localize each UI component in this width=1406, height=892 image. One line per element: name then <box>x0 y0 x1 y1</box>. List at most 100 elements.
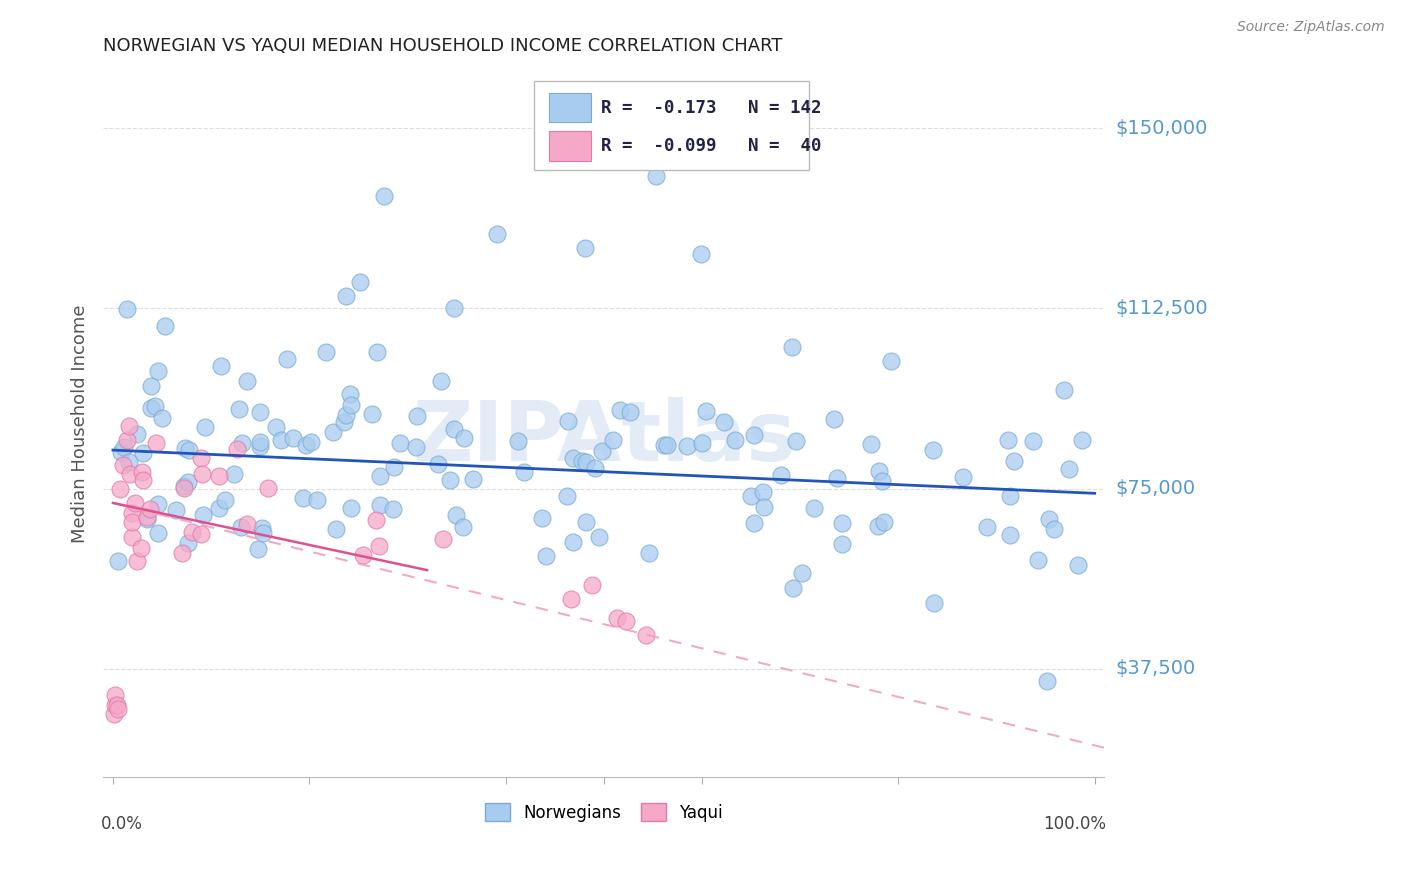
Point <box>129 541 152 555</box>
Point <box>299 434 322 449</box>
Point <box>645 169 668 184</box>
Text: $150,000: $150,000 <box>1115 119 1208 138</box>
Point <box>352 548 374 562</box>
Point <box>381 502 404 516</box>
Point <box>179 442 201 457</box>
Point <box>976 519 998 533</box>
Point <box>121 515 143 529</box>
Point <box>1043 522 1066 536</box>
Point <box>562 450 585 465</box>
Point <box>143 400 166 414</box>
Text: 100.0%: 100.0% <box>1043 815 1107 833</box>
Point <box>740 489 762 503</box>
Point <box>208 469 231 483</box>
Point <box>111 458 134 472</box>
Point <box>1038 511 1060 525</box>
Point <box>638 546 661 560</box>
Point <box>294 438 316 452</box>
Point <box>173 479 195 493</box>
Point <box>231 435 253 450</box>
Point <box>340 398 363 412</box>
Point <box>224 467 246 481</box>
Point <box>125 426 148 441</box>
Point <box>292 491 315 505</box>
Point <box>107 702 129 716</box>
Point <box>388 436 411 450</box>
Point <box>998 528 1021 542</box>
Point <box>315 345 337 359</box>
Point <box>190 450 212 465</box>
Point <box>562 535 585 549</box>
Point <box>349 275 371 289</box>
Point <box>270 434 292 448</box>
Point <box>118 467 141 482</box>
Point <box>135 510 157 524</box>
Point <box>121 529 143 543</box>
Point <box>831 516 853 531</box>
Point <box>141 379 163 393</box>
Point <box>1002 453 1025 467</box>
Point <box>229 519 252 533</box>
Point <box>145 436 167 450</box>
Point <box>868 464 890 478</box>
Point <box>105 698 128 712</box>
FancyBboxPatch shape <box>548 131 591 161</box>
Point <box>208 500 231 515</box>
Point <box>103 698 125 712</box>
Point <box>742 516 765 530</box>
Point <box>461 472 484 486</box>
Point <box>453 431 475 445</box>
Point <box>444 508 467 522</box>
Point <box>236 374 259 388</box>
Point <box>118 455 141 469</box>
Point <box>190 526 212 541</box>
Point <box>131 473 153 487</box>
Point <box>880 353 903 368</box>
Point <box>405 441 427 455</box>
Point <box>575 455 598 469</box>
Point <box>443 301 465 316</box>
Point <box>922 596 945 610</box>
Point <box>690 436 713 450</box>
Point <box>724 433 747 447</box>
Point <box>713 415 735 429</box>
Point <box>823 412 845 426</box>
Point <box>581 577 603 591</box>
FancyBboxPatch shape <box>548 93 591 122</box>
Point <box>827 471 849 485</box>
Point <box>785 434 807 448</box>
Point <box>752 485 775 500</box>
Point <box>115 434 138 448</box>
Point <box>866 519 889 533</box>
Point <box>249 439 271 453</box>
Point <box>557 414 579 428</box>
Point <box>225 442 247 457</box>
Point <box>104 688 127 702</box>
Point <box>276 351 298 366</box>
Point <box>742 427 765 442</box>
Point <box>173 441 195 455</box>
Point <box>512 466 534 480</box>
Point <box>249 434 271 449</box>
Point <box>108 482 131 496</box>
Point <box>373 188 395 202</box>
Point <box>689 247 711 261</box>
Point <box>214 493 236 508</box>
Point <box>921 442 943 457</box>
Point <box>1022 434 1045 448</box>
Point <box>583 461 606 475</box>
Point <box>364 512 387 526</box>
Point <box>1026 553 1049 567</box>
Point <box>366 345 388 359</box>
Point <box>322 425 344 440</box>
Point <box>264 420 287 434</box>
Point <box>997 434 1019 448</box>
Point <box>634 627 657 641</box>
Point <box>360 407 382 421</box>
Point <box>406 409 429 423</box>
Point <box>769 467 792 482</box>
Point <box>998 489 1021 503</box>
Point <box>131 465 153 479</box>
Point <box>803 501 825 516</box>
Point <box>332 416 354 430</box>
